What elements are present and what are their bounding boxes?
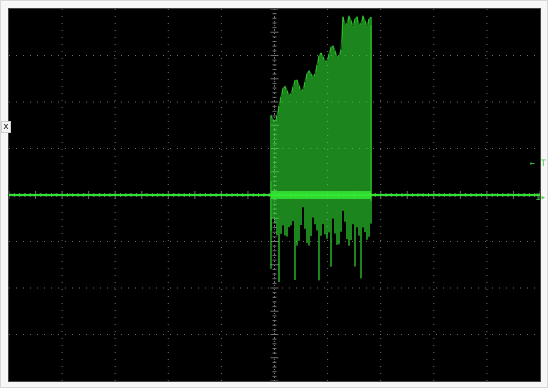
left-marker: x [1,121,11,133]
trigger-marker: ← T [529,159,546,169]
burst-center-band [271,191,371,199]
oscilloscope-screen [8,8,541,382]
ground-marker: 1▸ [535,193,546,203]
waveform-display [9,9,540,381]
baseline-noise [9,193,540,197]
burst-envelope [270,14,372,124]
